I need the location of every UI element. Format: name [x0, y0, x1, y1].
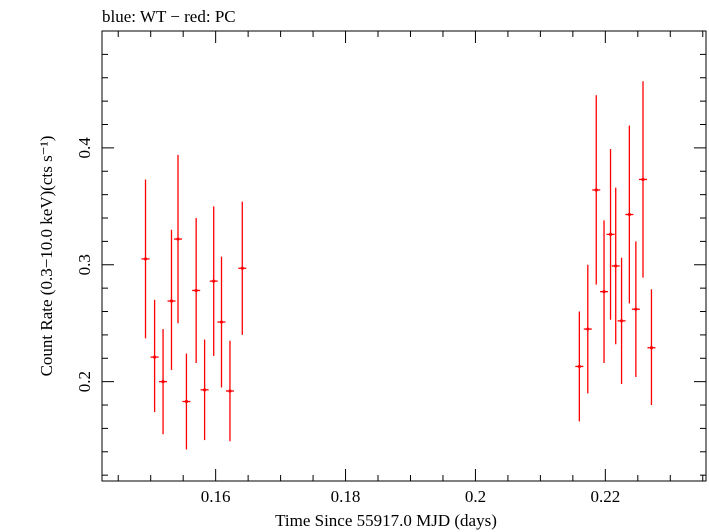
y-axis-label: Count Rate (0.3−10.0 keV)(cts s⁻¹) [37, 136, 56, 377]
point-marker [153, 355, 157, 359]
point-marker [649, 346, 654, 350]
plot-frame [101, 30, 707, 482]
point-marker [212, 279, 216, 283]
data-point [600, 220, 609, 363]
data-point [575, 311, 584, 422]
x-tick-label: 0.2 [465, 487, 486, 506]
data-point [617, 257, 626, 384]
data-point [639, 81, 648, 278]
data-point [150, 299, 159, 413]
data-point [225, 340, 234, 442]
point-marker [602, 290, 606, 294]
data-point [583, 264, 592, 394]
point-marker [161, 380, 165, 384]
data-point [647, 289, 656, 406]
point-marker [240, 266, 244, 270]
point-marker [577, 364, 581, 369]
point-marker [169, 299, 174, 303]
axis-ticks [102, 30, 706, 481]
point-marker [608, 232, 613, 236]
data-point [217, 256, 226, 388]
y-tick-label: 0.4 [75, 137, 94, 159]
data-point [625, 125, 634, 304]
point-marker [228, 389, 232, 393]
data-point [141, 179, 150, 339]
data-point [606, 149, 615, 320]
point-marker [641, 177, 645, 182]
data-point [209, 206, 218, 356]
data-point [611, 187, 620, 345]
axis-tick-labels: 0.16 0.18 0.2 0.22 0.2 0.3 0.4 [75, 137, 620, 506]
point-marker [619, 319, 624, 323]
point-marker [176, 237, 180, 241]
x-axis-label: Time Since 55917.0 MJD (days) [275, 511, 497, 530]
point-marker [203, 388, 207, 392]
chart-title: blue: WT − red: PC [102, 7, 236, 26]
x-tick-label: 0.18 [331, 487, 361, 506]
point-marker [143, 257, 148, 261]
point-marker [219, 320, 224, 324]
point-marker [586, 327, 590, 331]
data-point [200, 339, 209, 441]
point-marker [614, 264, 618, 268]
data-point [182, 353, 191, 450]
point-marker [627, 212, 631, 217]
x-tick-label: 0.16 [201, 487, 231, 506]
point-marker [194, 288, 198, 293]
data-point [631, 241, 640, 377]
point-marker [184, 399, 189, 404]
data-point [192, 218, 201, 363]
data-point [159, 329, 168, 435]
point-marker [594, 188, 598, 192]
data-point [238, 201, 247, 335]
y-tick-label: 0.3 [75, 254, 94, 275]
y-tick-label: 0.2 [75, 371, 94, 392]
data-point [592, 95, 601, 285]
data-points [141, 81, 656, 450]
point-marker [634, 307, 638, 311]
x-tick-label: 0.22 [590, 487, 620, 506]
data-point [167, 229, 176, 370]
data-point [173, 154, 182, 324]
